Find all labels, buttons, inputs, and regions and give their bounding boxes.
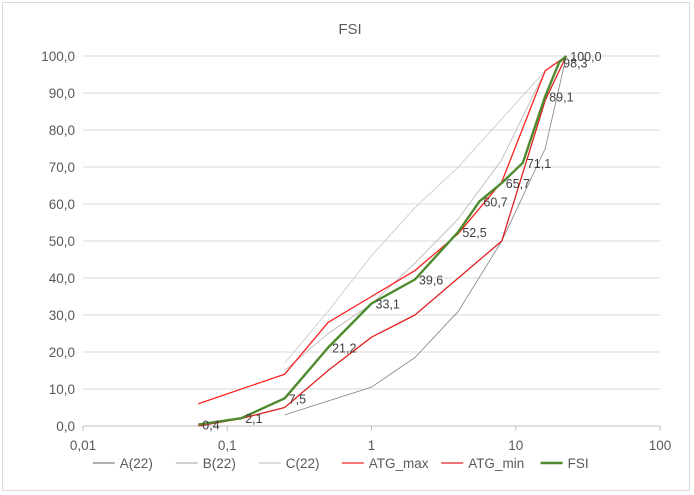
y-tick-label: 70,0: [49, 160, 75, 175]
legend-entry: C(22): [286, 456, 320, 471]
x-tick-label: 0,1: [218, 438, 237, 453]
data-label: 52,5: [462, 226, 486, 240]
data-label: 2,1: [245, 412, 262, 426]
data-label: 71,1: [527, 157, 551, 171]
legend-entry: A(22): [120, 456, 153, 471]
data-label: 98,3: [563, 56, 587, 70]
chart-title: FSI: [338, 21, 361, 38]
data-label: 0,4: [202, 419, 219, 433]
data-label: 89,1: [549, 90, 573, 104]
data-label: 7,5: [289, 392, 306, 406]
x-tick-label: 0,01: [70, 438, 96, 453]
data-label: 100,0: [570, 50, 601, 64]
y-tick-label: 40,0: [49, 271, 75, 286]
data-label: 60,7: [483, 195, 507, 209]
x-tick-label: 1: [368, 438, 376, 453]
data-labels: 0,4 2,1 7,5 21,2 33,1 39,6 52,5 60,7 65,7 71,1 89,…: [202, 50, 601, 433]
data-label: 21,2: [332, 342, 356, 356]
legend-entry: FSI: [568, 456, 589, 471]
x-tick-label: 100: [649, 438, 672, 453]
series-line-atg-max: [198, 55, 567, 405]
y-tick-label: 100,0: [41, 49, 75, 64]
x-axis-ticks: 0,01 0,1 1 10 100: [70, 426, 671, 453]
y-tick-label: 60,0: [49, 197, 75, 212]
data-label: 39,6: [419, 273, 443, 287]
legend-entry: B(22): [203, 456, 236, 471]
series-line-fsi: [198, 55, 568, 426]
series-lines: [198, 55, 568, 427]
chart-frame: [2, 2, 690, 491]
y-tick-label: 30,0: [49, 308, 75, 323]
y-axis-ticks: 0,0 10,0 20,0 30,0 40,0 50,0 60,0 70,0 80,0 90,0 1…: [41, 49, 75, 434]
y-tick-label: 90,0: [49, 86, 75, 101]
y-tick-label: 0,0: [56, 419, 75, 434]
y-tick-label: 20,0: [49, 345, 75, 360]
data-label: 33,1: [376, 298, 400, 312]
y-tick-label: 50,0: [49, 234, 75, 249]
data-label: 65,7: [506, 177, 530, 191]
x-tick-label: 10: [508, 438, 523, 453]
grid-lines: [83, 55, 660, 427]
series-line-b-22: [284, 55, 567, 371]
legend-entry: ATG_min: [468, 456, 524, 471]
y-tick-label: 80,0: [49, 123, 75, 138]
y-tick-label: 10,0: [49, 382, 75, 397]
series-line-atg-min: [198, 55, 567, 427]
legend: A(22) B(22) C(22) ATG_max ATG_min FSI: [92, 456, 589, 471]
series-line-c-22: [284, 55, 567, 364]
legend-entry: ATG_max: [369, 456, 429, 471]
series-line-a-22: [284, 55, 567, 416]
